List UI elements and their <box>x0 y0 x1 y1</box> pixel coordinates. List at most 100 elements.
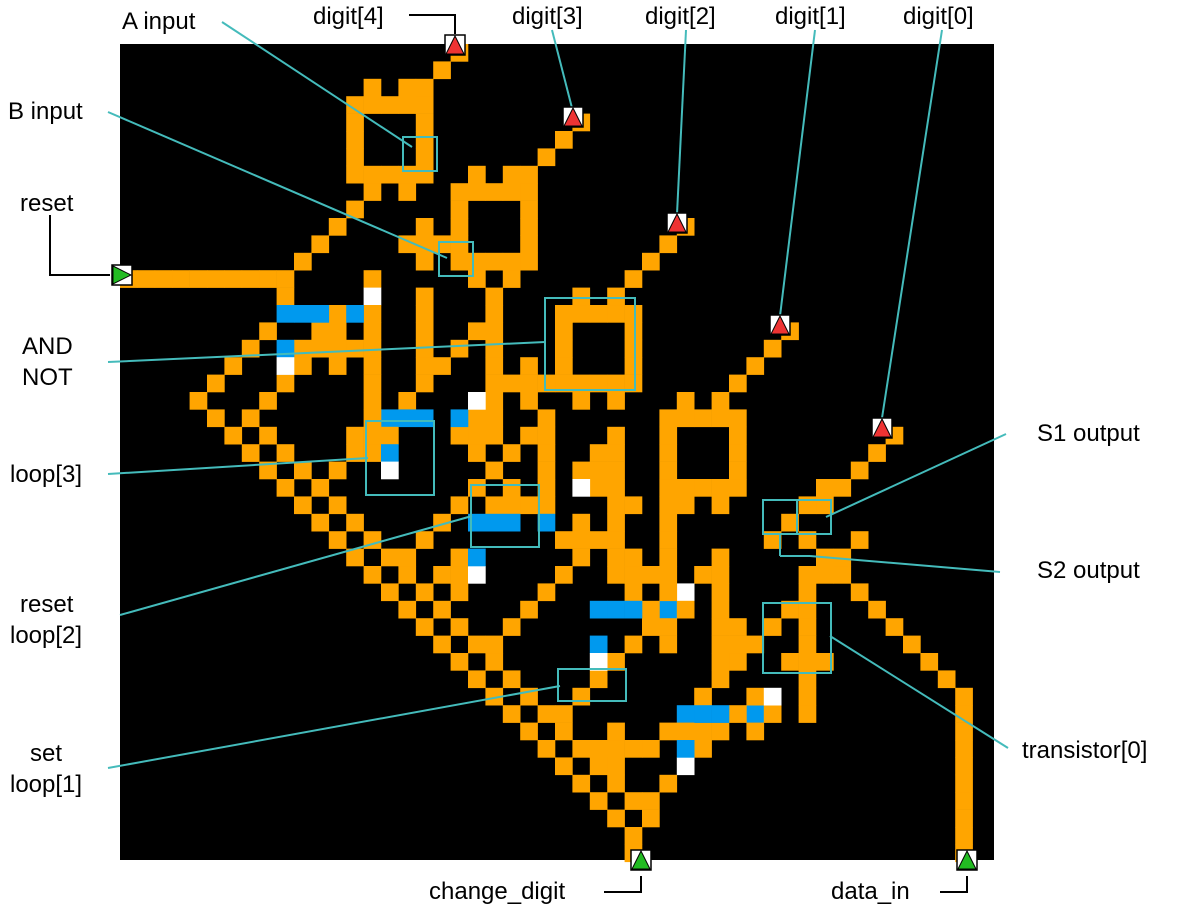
wire-cell <box>311 513 330 532</box>
triangle-icon <box>957 849 977 870</box>
wire-cell <box>659 409 678 428</box>
wire-cell <box>572 305 591 323</box>
wire-cell <box>659 235 678 254</box>
wire-cell <box>729 374 747 393</box>
wire-cell <box>572 479 591 497</box>
wire-cell <box>502 513 521 532</box>
wire-cell <box>415 113 434 132</box>
triangle-icon <box>112 265 133 285</box>
wire-cell <box>589 757 608 776</box>
wire-cell <box>415 374 434 393</box>
wire-cell <box>955 827 973 845</box>
wire-cell <box>537 148 556 167</box>
wire-cell <box>955 774 973 793</box>
wire-cell <box>955 722 973 741</box>
wire-cell <box>381 96 399 114</box>
wire-cell <box>537 444 556 462</box>
wire-cell <box>502 496 521 515</box>
wire-cell <box>433 357 451 375</box>
wire-cell <box>398 165 417 184</box>
wire-cell <box>711 618 730 636</box>
wire-cell <box>920 653 939 671</box>
wire-cell <box>746 722 765 741</box>
wire-cell <box>711 600 730 619</box>
wire-cell <box>816 566 834 584</box>
wire-cell <box>346 96 364 114</box>
wire-cell <box>537 426 556 445</box>
wire-cell <box>485 305 504 323</box>
wire-cell <box>485 392 504 410</box>
wire-cell <box>259 322 277 341</box>
wire-cell <box>607 600 625 619</box>
wire-cell <box>328 461 347 480</box>
wire-cell <box>711 635 730 654</box>
wire-cell <box>415 357 434 375</box>
wire-cell <box>381 583 399 602</box>
wire-cell <box>555 705 573 723</box>
label-s2-output: S2 output <box>1037 557 1140 584</box>
wire-cell <box>659 531 678 549</box>
wire-cell <box>172 270 190 288</box>
wire-cell <box>363 183 382 201</box>
label-digit1: digit[1] <box>775 3 846 30</box>
label-digit3: digit[3] <box>512 3 583 30</box>
arrow-reset <box>49 215 110 276</box>
wire-cell <box>415 252 434 271</box>
wire-cell <box>381 461 399 480</box>
wire-cell <box>676 600 695 619</box>
wire-cell <box>659 513 678 532</box>
wire-cell <box>642 809 660 828</box>
wire-cell <box>850 583 869 602</box>
wire-cell <box>607 479 625 497</box>
wire-cell <box>589 792 608 810</box>
wire-cell <box>659 774 678 793</box>
wire-cell <box>903 635 921 654</box>
wire-cell <box>328 496 347 515</box>
wire-cell <box>207 270 225 288</box>
up-triangle-icon <box>872 417 892 438</box>
wire-cell <box>589 531 608 549</box>
wire-cell <box>589 635 608 654</box>
wire-cell <box>433 635 451 654</box>
wire-cell <box>798 687 817 706</box>
wire-cell <box>607 757 625 776</box>
wire-cell <box>468 409 486 428</box>
wire-cell <box>415 531 434 549</box>
wire-cell <box>537 496 556 515</box>
wire-cell <box>346 305 364 323</box>
wire-cell <box>433 566 451 584</box>
wire-cell <box>363 339 382 358</box>
wire-cell <box>955 687 973 706</box>
wire-cell <box>729 426 747 445</box>
wire-cell <box>659 479 678 497</box>
wire-cell <box>485 322 504 341</box>
wire-cell <box>798 600 817 619</box>
wire-cell <box>328 531 347 549</box>
wire-cell <box>572 392 591 410</box>
wire-cell <box>363 322 382 341</box>
wire-cell <box>850 531 869 549</box>
wire-cell <box>659 583 678 602</box>
wire-cell <box>589 479 608 497</box>
wire-cell <box>711 392 730 410</box>
wire-cell <box>520 722 538 741</box>
wire-cell <box>607 531 625 549</box>
leader-and-not <box>107 341 546 363</box>
wire-cell <box>294 357 312 375</box>
wire-cell <box>241 444 260 462</box>
wire-cell <box>398 548 417 567</box>
leader-a-input <box>221 21 413 148</box>
wire-cell <box>537 583 556 602</box>
wire-cell <box>624 792 643 810</box>
leader-transistor0 <box>829 635 1009 749</box>
wire-cell <box>816 653 834 671</box>
label-data-in: data_in <box>831 878 910 905</box>
wire-cell <box>676 583 695 602</box>
wire-cell <box>624 496 643 515</box>
wire-cell <box>607 496 625 515</box>
wire-cell <box>624 566 643 584</box>
wire-cell <box>485 496 504 515</box>
wire-cell <box>607 653 625 671</box>
and-not-box <box>544 297 636 391</box>
